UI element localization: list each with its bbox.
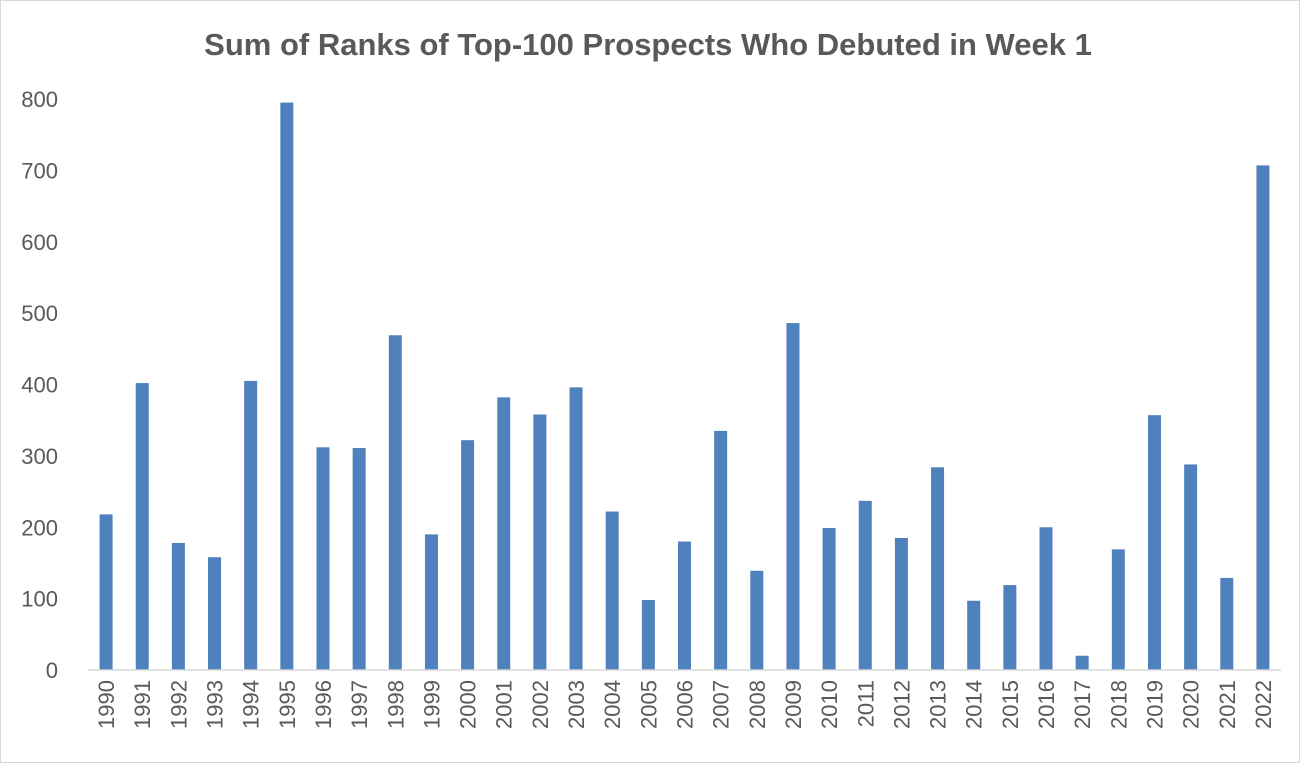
bar-2002	[533, 414, 547, 670]
x-tick-label: 2007	[709, 680, 734, 729]
x-tick-label: 2005	[636, 680, 661, 729]
x-tick-label: 1997	[347, 680, 372, 729]
x-tick-label: 2014	[962, 680, 987, 729]
bar-2017	[1075, 655, 1089, 670]
bar-1990	[99, 514, 113, 670]
x-tick-label: 2011	[853, 680, 878, 727]
bar-2013	[931, 467, 945, 670]
bar-2009	[786, 323, 800, 670]
bar-1999	[424, 534, 438, 670]
bar-2015	[1003, 585, 1017, 670]
x-tick-label: 1991	[130, 680, 155, 729]
y-tick-label: 800	[21, 87, 58, 112]
bar-2005	[641, 600, 655, 670]
x-tick-label: 2004	[600, 680, 625, 729]
bar-2000	[461, 440, 475, 670]
x-tick-label: 1999	[419, 680, 444, 729]
bar-2018	[1111, 549, 1125, 670]
x-tick-label: 2013	[926, 680, 951, 729]
x-tick-label: 2020	[1179, 680, 1204, 729]
x-tick-label: 2019	[1142, 680, 1167, 729]
bar-2007	[714, 430, 728, 670]
bar-2011	[858, 500, 872, 670]
x-tick-label: 2012	[889, 680, 914, 729]
bar-2019	[1147, 415, 1161, 670]
x-tick-label: 2003	[564, 680, 589, 729]
bar-1995	[280, 102, 294, 671]
bar-1993	[208, 557, 222, 670]
bar-2021	[1220, 577, 1234, 670]
bar-2020	[1184, 464, 1198, 670]
y-tick-label: 600	[21, 230, 58, 255]
x-tick-label: 2015	[998, 680, 1023, 729]
y-tick-label: 300	[21, 444, 58, 469]
x-tick-label: 2000	[456, 680, 481, 729]
x-tick-label: 1994	[239, 680, 264, 729]
bar-2003	[569, 387, 583, 670]
bar-2004	[605, 511, 619, 670]
y-tick-label: 0	[46, 658, 58, 683]
bar-2006	[678, 541, 691, 670]
bar-2012	[894, 537, 908, 670]
x-tick-label: 2022	[1251, 680, 1276, 729]
bar-2014	[967, 600, 981, 670]
x-tick-label: 2016	[1034, 680, 1059, 729]
bar-1994	[244, 380, 258, 670]
y-axis: 0 100 200 300 400 500 600 700 800	[21, 87, 58, 683]
bar-2001	[497, 397, 511, 670]
chart-title: Sum of Ranks of Top-100 Prospects Who De…	[204, 27, 1092, 62]
x-tick-label: 2021	[1215, 680, 1240, 729]
y-tick-label: 100	[21, 587, 58, 612]
y-tick-label: 200	[21, 515, 58, 540]
bar-1997	[352, 448, 366, 670]
x-tick-label: 2002	[528, 680, 553, 729]
y-tick-label: 500	[21, 301, 58, 326]
x-tick-label: 1998	[383, 680, 408, 729]
bar-1991	[135, 383, 149, 670]
x-tick-label: 2010	[817, 680, 842, 729]
bar-1998	[388, 335, 402, 670]
bar-2010	[822, 527, 836, 670]
bar-2008	[750, 570, 764, 670]
bar-2022	[1256, 165, 1270, 670]
x-tick-label: 2001	[492, 680, 517, 729]
y-tick-label: 400	[21, 373, 58, 398]
x-tick-label: 2017	[1070, 680, 1095, 729]
bar-1992	[171, 542, 185, 670]
y-tick-label: 700	[21, 158, 58, 183]
x-tick-label: 2008	[745, 680, 770, 729]
x-tick-label: 1990	[94, 680, 119, 729]
bar-2016	[1039, 527, 1053, 670]
x-axis: 1990 1991 1992 1993 1994 1995 1996 1997 1998 1999…	[94, 680, 1276, 729]
x-tick-label: 2009	[781, 680, 806, 729]
x-tick-label: 1993	[203, 680, 228, 729]
bar-1996	[316, 447, 330, 670]
bars	[99, 102, 1270, 671]
x-tick-label: 2006	[673, 680, 698, 729]
x-tick-label: 2018	[1106, 680, 1131, 729]
x-tick-label: 1992	[166, 680, 191, 729]
x-tick-label: 1995	[275, 680, 300, 729]
x-tick-label: 1996	[311, 680, 336, 729]
